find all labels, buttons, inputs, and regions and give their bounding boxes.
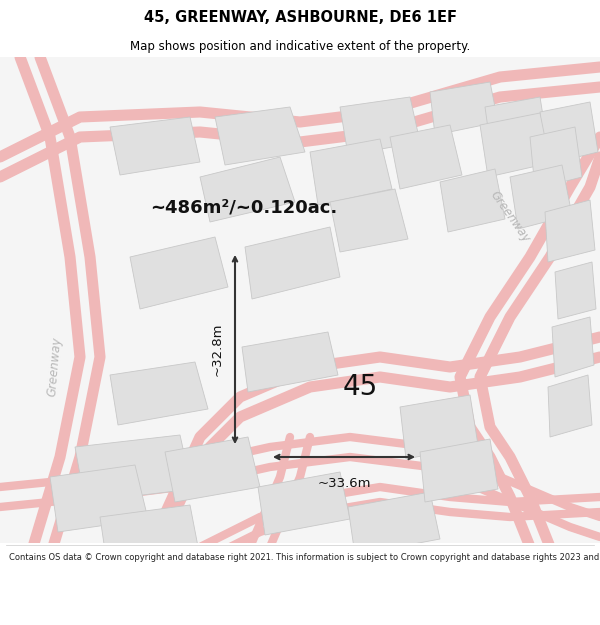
Polygon shape — [480, 113, 550, 177]
Polygon shape — [390, 125, 462, 189]
Polygon shape — [530, 127, 582, 189]
Text: Contains OS data © Crown copyright and database right 2021. This information is : Contains OS data © Crown copyright and d… — [9, 553, 600, 562]
Text: Map shows position and indicative extent of the property.: Map shows position and indicative extent… — [130, 40, 470, 53]
Polygon shape — [242, 332, 338, 392]
Polygon shape — [130, 237, 228, 309]
Polygon shape — [510, 165, 572, 229]
Text: 45, GREENWAY, ASHBOURNE, DE6 1EF: 45, GREENWAY, ASHBOURNE, DE6 1EF — [143, 10, 457, 25]
Polygon shape — [330, 189, 408, 252]
Text: 45: 45 — [343, 373, 377, 401]
Polygon shape — [440, 169, 505, 232]
Polygon shape — [215, 107, 305, 165]
Polygon shape — [258, 472, 350, 535]
Polygon shape — [348, 492, 440, 555]
Polygon shape — [100, 505, 200, 571]
Polygon shape — [110, 362, 208, 425]
Text: ~486m²/~0.120ac.: ~486m²/~0.120ac. — [150, 198, 337, 216]
Polygon shape — [430, 82, 498, 135]
Polygon shape — [165, 437, 260, 502]
Text: ~33.6m: ~33.6m — [317, 477, 371, 490]
Polygon shape — [555, 262, 596, 319]
Polygon shape — [548, 375, 592, 437]
Text: Greenway: Greenway — [46, 337, 64, 398]
Polygon shape — [540, 102, 598, 165]
Polygon shape — [200, 157, 295, 222]
Polygon shape — [75, 435, 192, 502]
Text: ~32.8m: ~32.8m — [211, 322, 224, 376]
Polygon shape — [245, 227, 340, 299]
Polygon shape — [420, 439, 498, 502]
Polygon shape — [50, 465, 148, 532]
Polygon shape — [545, 200, 595, 262]
Polygon shape — [110, 117, 200, 175]
Text: Greenway: Greenway — [488, 189, 532, 245]
Polygon shape — [310, 139, 392, 205]
Polygon shape — [485, 97, 548, 157]
Polygon shape — [400, 395, 478, 459]
Polygon shape — [340, 97, 420, 155]
Polygon shape — [552, 317, 594, 377]
